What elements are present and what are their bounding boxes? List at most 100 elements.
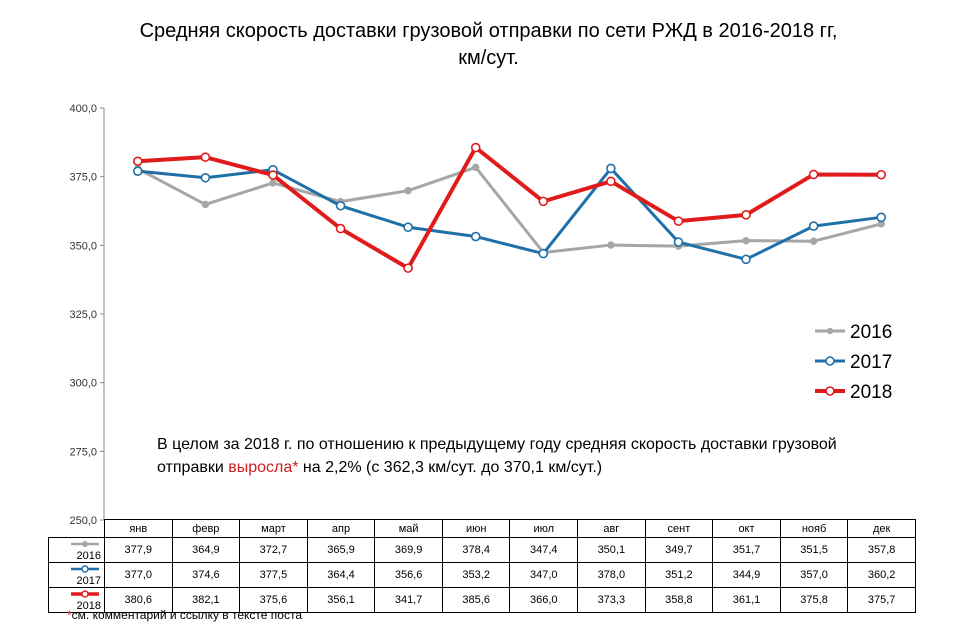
x-tick-label: июл <box>509 519 579 538</box>
legend-marker-2017 <box>825 356 835 366</box>
legend-marker-2016 <box>826 327 834 335</box>
x-tick-label: апр <box>306 519 376 538</box>
data-label: 378,4 <box>441 537 511 563</box>
data-label: 374,6 <box>171 562 241 588</box>
data-label: 380,6 <box>104 587 173 613</box>
data-point-2018 <box>606 176 616 187</box>
data-point-2018 <box>808 169 819 180</box>
data-label: 361,1 <box>712 587 781 613</box>
table-legend-swatch-2018 <box>71 590 99 598</box>
data-table: янв февр март апр май июн июл авг сент окт нояб дек… <box>48 519 916 613</box>
data-label: 385,6 <box>441 587 511 613</box>
data-label: 356,1 <box>306 587 376 613</box>
data-point-2017 <box>673 237 684 247</box>
data-label: 351,2 <box>644 562 714 588</box>
data-label: 378,0 <box>577 562 646 588</box>
footnote: *см. комментарий и ссылку в тексте поста <box>67 608 302 622</box>
series-line-2016 <box>137 165 882 254</box>
data-point-2016 <box>201 200 210 209</box>
data-label: 347,0 <box>509 562 579 588</box>
table-row: 2016 377,9 364,9 372,7 365,9 369,9 378,4 347,4 3… <box>48 537 916 563</box>
table-row-series-name: 2018 <box>76 600 101 612</box>
x-tick-label: май <box>374 519 443 538</box>
x-tick-label: март <box>239 519 308 538</box>
data-label: 357,8 <box>847 537 916 563</box>
data-label: 366,0 <box>509 587 579 613</box>
data-label: 375,8 <box>779 587 849 613</box>
table-row-label: 2017 <box>48 562 105 588</box>
data-label: 341,7 <box>374 587 443 613</box>
table-corner <box>48 519 105 538</box>
legend-marker-2018 <box>825 386 835 396</box>
data-point-2017 <box>470 231 481 242</box>
data-label: 351,7 <box>712 537 781 563</box>
chart-title-line1: Средняя скорость доставки грузовой отпра… <box>139 20 838 42</box>
data-point-2017 <box>403 222 413 233</box>
data-label: 377,5 <box>239 562 308 588</box>
data-point-2018 <box>470 142 481 153</box>
data-point-2018 <box>200 152 211 162</box>
chart-title: Средняя скорость доставки грузовой отпра… <box>0 18 977 72</box>
data-label: 356,6 <box>374 562 443 588</box>
data-point-2018 <box>876 169 887 180</box>
table-legend-swatch-2016 <box>71 541 99 548</box>
data-point-2018 <box>741 210 751 220</box>
series-line-2017 <box>137 166 882 261</box>
data-label: 353,2 <box>441 562 511 588</box>
data-label: 358,8 <box>644 587 714 613</box>
table-row-label: 2018 <box>48 587 105 613</box>
data-point-2016 <box>809 237 818 245</box>
data-point-2017 <box>538 248 549 259</box>
y-tick-label: 400,0 <box>69 103 97 115</box>
data-point-2018 <box>335 223 346 234</box>
table-row-series-name: 2016 <box>76 550 101 562</box>
legend-label-2018: 2018 <box>850 382 892 403</box>
data-point-2016 <box>742 236 750 245</box>
data-point-2016 <box>607 241 615 249</box>
summary-note-after: на 2,2% (с 362,3 км/сут. до 370,1 км/сут… <box>298 459 603 476</box>
series-line-2018 <box>137 145 882 271</box>
data-point-2018 <box>673 216 684 226</box>
data-point-2017 <box>741 254 751 265</box>
table-header-row: янв февр март апр май июн июл авг сент окт нояб дек <box>48 519 916 538</box>
table-row: 2017 377,0 374,6 377,5 364,4 356,6 353,2 347,0 3… <box>48 562 916 588</box>
data-point-2017 <box>606 163 616 174</box>
data-label: 364,9 <box>171 537 241 563</box>
data-point-2017 <box>200 172 211 183</box>
data-point-2017 <box>808 221 819 231</box>
data-point-2016 <box>404 186 412 195</box>
data-label: 365,9 <box>306 537 376 563</box>
y-tick-label: 325,0 <box>69 309 97 321</box>
data-point-2016 <box>472 163 480 172</box>
data-label: 349,7 <box>644 537 714 563</box>
data-label: 375,7 <box>847 587 916 613</box>
y-tick-label: 375,0 <box>69 172 97 184</box>
x-tick-label: нояб <box>779 519 849 538</box>
legend-label-2016: 2016 <box>850 322 892 343</box>
data-point-2018 <box>268 170 278 180</box>
chart-title-line2: км/сут. <box>458 47 519 69</box>
x-tick-label: янв <box>104 519 173 538</box>
footnote-text: см. комментарий и ссылку в тексте поста <box>71 608 302 622</box>
data-point-2018 <box>538 196 549 207</box>
data-label: 382,1 <box>171 587 241 613</box>
y-tick-label: 300,0 <box>69 378 97 390</box>
data-label: 360,2 <box>847 562 916 588</box>
footnote-star: * <box>67 608 72 622</box>
y-tick-label: 350,0 <box>69 240 97 252</box>
data-point-2017 <box>335 200 346 211</box>
data-label: 375,6 <box>239 587 308 613</box>
x-tick-label: окт <box>712 519 781 538</box>
table-row-label: 2016 <box>48 537 105 563</box>
data-point-2018 <box>403 263 413 273</box>
table-legend-swatch-2017 <box>71 565 99 573</box>
data-label: 364,4 <box>306 562 376 588</box>
x-tick-label: дек <box>847 519 916 538</box>
data-label: 372,7 <box>239 537 308 563</box>
data-label: 377,9 <box>104 537 173 563</box>
data-label: 344,9 <box>712 562 781 588</box>
data-label: 377,0 <box>104 562 173 588</box>
y-tick-label: 275,0 <box>69 446 97 458</box>
summary-note-highlight: выросла* <box>228 459 299 476</box>
